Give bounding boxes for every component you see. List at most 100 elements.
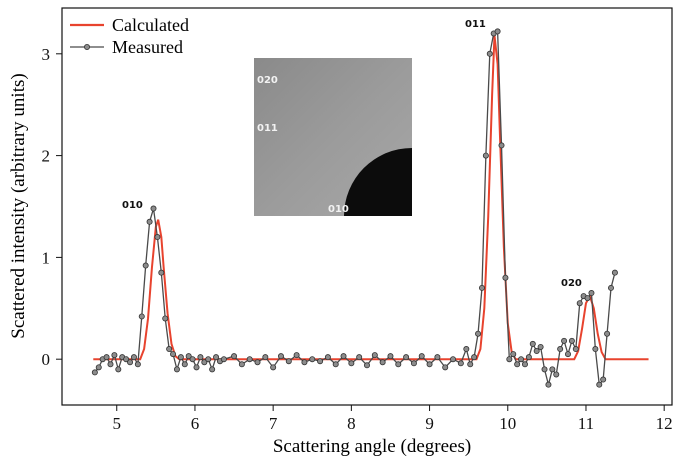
data-point <box>177 354 184 361</box>
data-point <box>604 330 611 337</box>
data-point <box>91 369 98 376</box>
legend-label: Measured <box>112 37 183 57</box>
data-point <box>529 340 536 347</box>
data-point <box>395 361 402 368</box>
data-point <box>450 356 457 363</box>
data-point <box>457 360 464 367</box>
data-point <box>231 353 238 360</box>
data-point <box>201 359 208 366</box>
inset-label: 010 <box>328 204 349 215</box>
data-point <box>418 353 425 360</box>
data-point <box>332 361 339 368</box>
legend-marker <box>84 44 91 51</box>
data-point <box>142 262 149 269</box>
data-point <box>471 354 478 361</box>
x-tick-label: 10 <box>499 414 516 433</box>
inset-label: 020 <box>257 75 278 86</box>
data-point <box>134 361 141 368</box>
data-point <box>158 269 165 276</box>
y-axis-label: Scattered intensity (arbitrary units) <box>8 73 29 338</box>
data-point <box>576 300 583 307</box>
data-point <box>130 354 137 361</box>
data-point <box>510 351 517 358</box>
annotation: 010 <box>122 200 143 211</box>
data-point <box>205 356 212 363</box>
data-point <box>185 353 192 360</box>
data-point <box>553 371 560 378</box>
data-point <box>592 346 599 353</box>
data-point <box>533 348 540 355</box>
x-tick-label: 11 <box>578 414 594 433</box>
data-point <box>162 315 169 322</box>
data-point <box>608 284 615 291</box>
data-point <box>146 218 153 225</box>
data-point <box>572 346 579 353</box>
data-point <box>123 356 130 363</box>
data-point <box>138 313 145 320</box>
data-point <box>549 366 556 373</box>
data-point <box>537 343 544 350</box>
data-point <box>467 361 474 368</box>
data-point <box>410 360 417 367</box>
data-point <box>103 354 110 361</box>
x-tick-label: 5 <box>112 414 121 433</box>
data-point <box>596 381 603 388</box>
data-point <box>494 28 501 35</box>
data-point <box>154 234 161 241</box>
data-point <box>611 269 618 276</box>
plot-frame <box>61 7 673 406</box>
data-point <box>220 356 227 363</box>
x-tick-label: 8 <box>347 414 356 433</box>
data-point <box>387 353 394 360</box>
data-point <box>521 361 528 368</box>
data-point <box>293 352 300 359</box>
data-point <box>403 354 410 361</box>
data-point <box>193 364 200 371</box>
data-point <box>173 366 180 373</box>
data-point <box>197 354 204 361</box>
data-point <box>506 356 513 363</box>
data-point <box>127 359 134 366</box>
data-point <box>502 274 509 281</box>
data-point <box>498 142 505 149</box>
data-point <box>371 352 378 359</box>
data-point <box>181 361 188 368</box>
data-point <box>213 354 220 361</box>
data-point <box>107 361 114 368</box>
data-point <box>561 337 568 344</box>
data-point <box>317 358 324 365</box>
data-point <box>340 353 347 360</box>
data-point <box>356 354 363 361</box>
data-point <box>115 366 122 373</box>
data-point <box>525 354 532 361</box>
data-point <box>301 359 308 366</box>
data-point <box>277 353 284 360</box>
inset-image <box>254 58 412 216</box>
annotation: 020 <box>561 278 582 289</box>
data-point <box>285 358 292 365</box>
x-tick-label: 9 <box>425 414 434 433</box>
y-tick-label: 3 <box>42 45 51 64</box>
x-axis-label: Scattering angle (degrees) <box>273 436 471 457</box>
data-point <box>379 359 386 366</box>
legend-label: Calculated <box>112 15 189 35</box>
data-point <box>588 290 595 297</box>
data-point <box>478 284 485 291</box>
data-point <box>568 337 575 344</box>
data-point <box>324 354 331 361</box>
data-point <box>309 356 316 363</box>
data-point <box>426 361 433 368</box>
data-point <box>514 361 521 368</box>
data-point <box>95 364 102 371</box>
data-point <box>545 381 552 388</box>
data-point <box>434 354 441 361</box>
inset-label: 011 <box>257 123 278 134</box>
data-point <box>442 364 449 371</box>
y-tick-label: 1 <box>42 248 51 267</box>
data-point <box>270 364 277 371</box>
data-point <box>557 346 564 353</box>
data-point <box>262 354 269 361</box>
data-point <box>254 359 261 366</box>
data-point <box>518 356 525 363</box>
